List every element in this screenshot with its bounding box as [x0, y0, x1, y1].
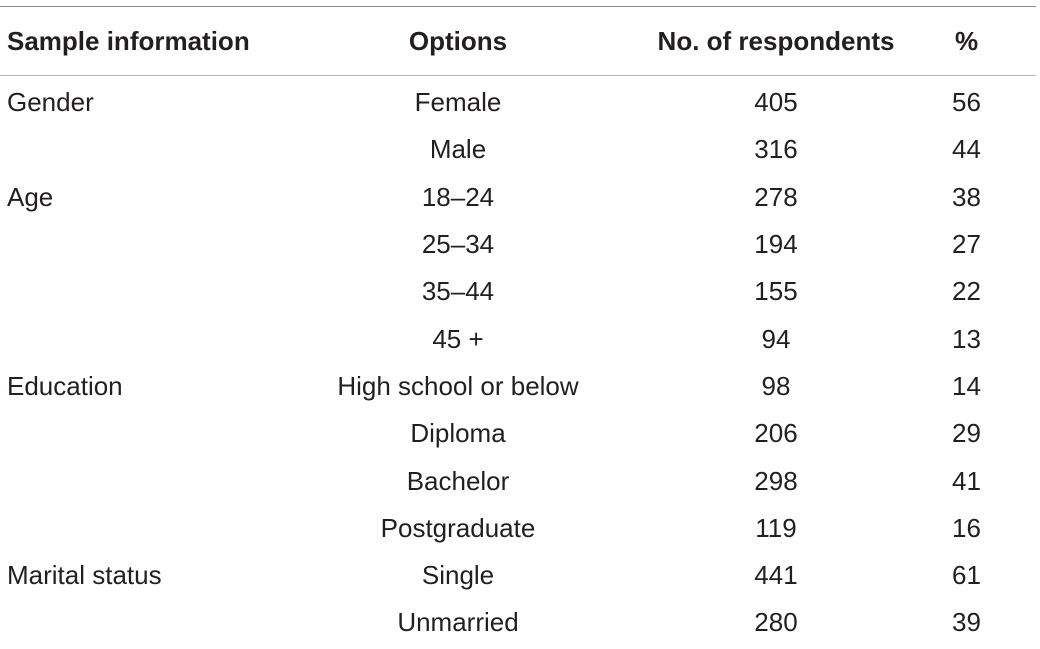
row-category — [0, 410, 300, 457]
row-count: 441 — [754, 560, 798, 591]
table-row: Male 316 44 — [0, 126, 1036, 173]
row-category — [0, 505, 300, 552]
row-option: Female — [414, 87, 502, 118]
row-percent: 41 — [952, 465, 981, 496]
row-category — [0, 268, 300, 315]
row-count: 94 — [761, 323, 791, 354]
table-row: Marital status Single 441 61 — [0, 552, 1036, 599]
row-option: Bachelor — [406, 465, 510, 496]
table-row: 35–44 155 22 — [0, 268, 1036, 315]
row-option: 25–34 — [421, 229, 495, 260]
table-header-rule — [0, 75, 1036, 76]
row-count: 98 — [761, 370, 791, 401]
table-row: Diploma 206 29 — [0, 410, 1036, 457]
sample-information-table: Sample information Options No. of respon… — [0, 17, 1036, 647]
row-percent: 22 — [952, 276, 981, 307]
row-option: 35–44 — [421, 276, 495, 307]
row-percent: 16 — [952, 512, 981, 543]
table-row: Education High school or below 98 14 — [0, 363, 1036, 410]
header-spacer — [0, 66, 1036, 79]
table-row: Postgraduate 119 16 — [0, 505, 1036, 552]
row-count: 278 — [754, 181, 798, 212]
row-option: 18–24 — [421, 181, 495, 212]
row-percent: 56 — [952, 87, 981, 118]
row-category — [0, 599, 300, 646]
row-option: High school or below — [337, 370, 579, 401]
row-category — [0, 315, 300, 362]
row-percent: 38 — [952, 181, 981, 212]
table-row: 25–34 194 27 — [0, 221, 1036, 268]
header-options: Options — [408, 26, 508, 56]
table-row: 45 + 94 13 — [0, 315, 1036, 362]
table-row: Gender Female 405 56 — [0, 79, 1036, 126]
header-respondents: No. of respondents — [657, 26, 895, 56]
row-count: 119 — [755, 512, 797, 543]
row-count: 405 — [754, 87, 798, 118]
row-percent: 14 — [952, 370, 981, 401]
row-count: 194 — [754, 229, 798, 260]
row-percent: 61 — [952, 560, 981, 591]
table-top-rule — [0, 6, 1036, 7]
table-row: Age 18–24 278 38 — [0, 174, 1036, 221]
table-row: Unmarried 280 39 — [0, 599, 1036, 646]
header-percent: % — [955, 26, 979, 56]
row-option: Unmarried — [397, 607, 519, 638]
row-category — [0, 221, 300, 268]
row-count: 206 — [754, 418, 798, 449]
row-percent: 29 — [952, 418, 981, 449]
row-category: Education — [7, 370, 123, 401]
row-option: Male — [429, 134, 487, 165]
row-option: Diploma — [410, 418, 506, 449]
row-percent: 39 — [952, 607, 981, 638]
table-row: Bachelor 298 41 — [0, 457, 1036, 504]
row-option: Single — [421, 560, 495, 591]
row-percent: 13 — [952, 323, 981, 354]
row-count: 316 — [754, 134, 798, 165]
row-count: 155 — [754, 276, 798, 307]
row-category: Age — [7, 181, 54, 212]
header-sample-information: Sample information — [7, 26, 250, 56]
table-header-row: Sample information Options No. of respon… — [0, 17, 1036, 66]
row-category — [0, 457, 300, 504]
row-count: 280 — [754, 607, 798, 638]
row-percent: 44 — [952, 134, 981, 165]
row-category: Marital status — [7, 560, 162, 591]
row-category — [0, 126, 300, 173]
row-category: Gender — [7, 87, 94, 118]
row-percent: 27 — [952, 229, 981, 260]
row-option: Postgraduate — [380, 512, 536, 543]
row-count: 298 — [754, 465, 798, 496]
row-option: 45 + — [432, 323, 484, 354]
